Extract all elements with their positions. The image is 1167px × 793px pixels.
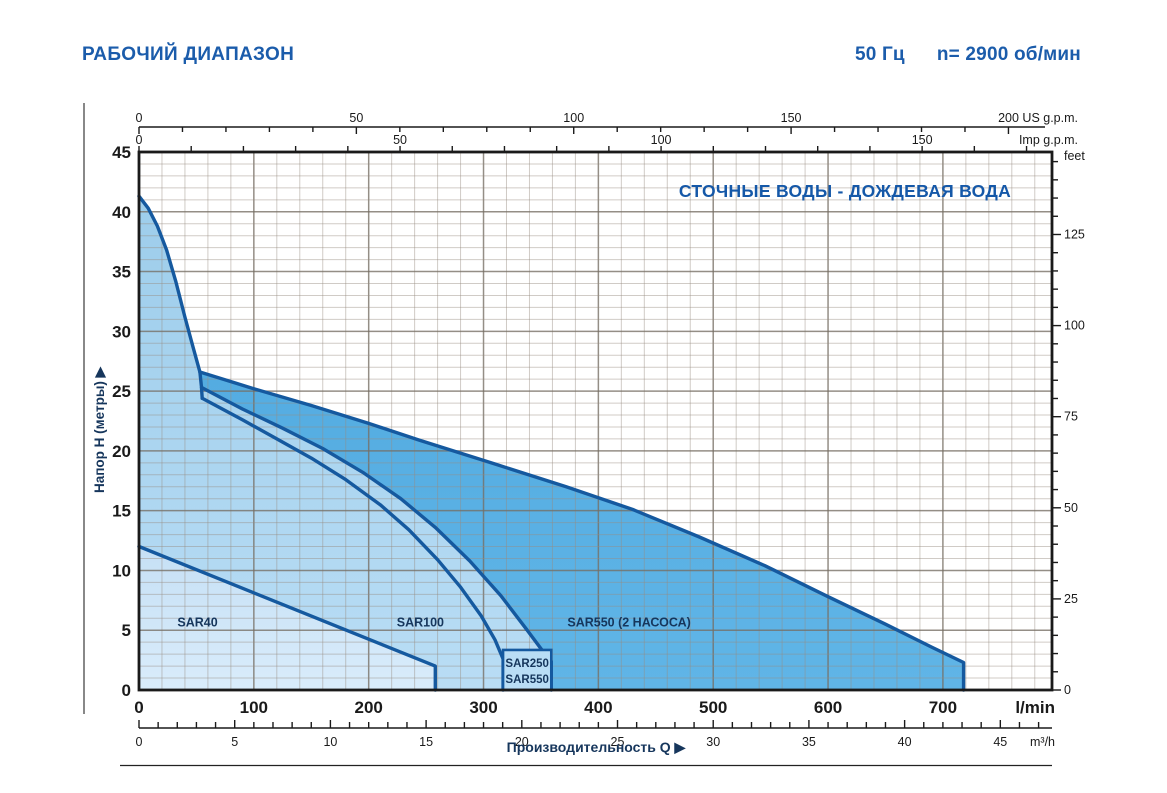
svg-text:400: 400 bbox=[584, 698, 612, 717]
svg-text:0: 0 bbox=[1064, 683, 1071, 697]
svg-text:50: 50 bbox=[1064, 501, 1078, 515]
svg-text:300: 300 bbox=[469, 698, 497, 717]
svg-text:25: 25 bbox=[112, 382, 131, 401]
svg-text:30: 30 bbox=[706, 735, 720, 749]
svg-text:0: 0 bbox=[136, 133, 143, 147]
svg-text:0: 0 bbox=[134, 698, 143, 717]
us-gpm-unit: 200 US g.p.m. bbox=[998, 111, 1078, 125]
page-title: РАБОЧИЙ ДИАПАЗОН bbox=[82, 44, 295, 65]
region-fills bbox=[139, 196, 964, 690]
svg-text:0: 0 bbox=[136, 735, 143, 749]
svg-text:500: 500 bbox=[699, 698, 727, 717]
svg-text:150: 150 bbox=[781, 111, 802, 125]
x-axis-title: Производительность Q ▶ bbox=[507, 739, 687, 755]
page-rules bbox=[83, 103, 1052, 767]
svg-text:5: 5 bbox=[122, 621, 131, 640]
y-axis-title: Напор H (метры) ▶ bbox=[92, 365, 107, 493]
curve-sar40 bbox=[137, 544, 437, 692]
region-label-1: SAR100 bbox=[397, 616, 444, 630]
frequency-label: 50 Гц bbox=[854, 44, 905, 65]
svg-text:30: 30 bbox=[112, 322, 131, 341]
pump-curves bbox=[137, 194, 966, 692]
svg-text:50: 50 bbox=[393, 133, 407, 147]
svg-text:45: 45 bbox=[993, 735, 1007, 749]
svg-text:10: 10 bbox=[112, 561, 131, 580]
region-sar40 bbox=[139, 546, 436, 690]
svg-text:25: 25 bbox=[1064, 592, 1078, 606]
svg-text:40: 40 bbox=[898, 735, 912, 749]
feet-unit: feet bbox=[1064, 149, 1085, 163]
svg-text:600: 600 bbox=[814, 698, 842, 717]
svg-text:700: 700 bbox=[929, 698, 957, 717]
imp-gpm-unit: Imp g.p.m. bbox=[1019, 133, 1078, 147]
region-label-2: SAR550 (2 НАСОСА) bbox=[567, 616, 690, 630]
region-labels: SAR40 SAR100 SAR550 (2 НАСОСА) СТОЧНЫЕ ВОДЫ… bbox=[177, 181, 1011, 630]
svg-text:25: 25 bbox=[611, 735, 625, 749]
plot-frame bbox=[137, 150, 1054, 692]
axes: 0 50 100 150 200 US g.p.m.0 50 100 150 Imp g.p.m… bbox=[92, 111, 1085, 755]
band-label-box: SAR250 SAR550 bbox=[501, 648, 553, 692]
svg-text:100: 100 bbox=[240, 698, 268, 717]
svg-text:100: 100 bbox=[563, 111, 584, 125]
label-sar550: SAR550 bbox=[505, 674, 548, 686]
svg-text:50: 50 bbox=[349, 111, 363, 125]
svg-text:75: 75 bbox=[1064, 410, 1078, 424]
header-specs: 50 Гц n= 2900 об/мин bbox=[855, 44, 1081, 66]
svg-text:20: 20 bbox=[112, 442, 131, 461]
region-sar100 bbox=[139, 196, 552, 690]
svg-text:15: 15 bbox=[419, 735, 433, 749]
speed-label: n= 2900 об/мин bbox=[936, 44, 1081, 65]
svg-text:15: 15 bbox=[112, 502, 131, 521]
svg-text:45: 45 bbox=[112, 143, 131, 162]
svg-text:100: 100 bbox=[1064, 319, 1085, 333]
region-label-0: SAR40 bbox=[177, 616, 217, 630]
curve-sar550-two-pumps bbox=[198, 370, 966, 692]
svg-text:20: 20 bbox=[515, 735, 529, 749]
label-sar250: SAR250 bbox=[505, 658, 548, 670]
svg-text:125: 125 bbox=[1064, 227, 1085, 241]
svg-text:35: 35 bbox=[112, 263, 131, 282]
svg-text:5: 5 bbox=[231, 735, 238, 749]
curve-sar250 bbox=[200, 396, 505, 692]
svg-text:35: 35 bbox=[802, 735, 816, 749]
svg-text:10: 10 bbox=[323, 735, 337, 749]
curve-sar550-max-head bbox=[137, 194, 204, 400]
m3h-unit: m³/h bbox=[1030, 735, 1055, 749]
plot-border bbox=[137, 150, 1054, 692]
chart-inside-title: СТОЧНЫЕ ВОДЫ - ДОЖДЕВАЯ ВОДА bbox=[679, 181, 1011, 201]
lmin-unit: l/min bbox=[1015, 698, 1055, 717]
svg-text:150: 150 bbox=[912, 133, 933, 147]
svg-text:200: 200 bbox=[354, 698, 382, 717]
grid bbox=[139, 152, 1052, 690]
svg-text:40: 40 bbox=[112, 203, 131, 222]
svg-text:0: 0 bbox=[136, 111, 143, 125]
svg-text:100: 100 bbox=[651, 133, 672, 147]
svg-text:0: 0 bbox=[122, 681, 131, 700]
